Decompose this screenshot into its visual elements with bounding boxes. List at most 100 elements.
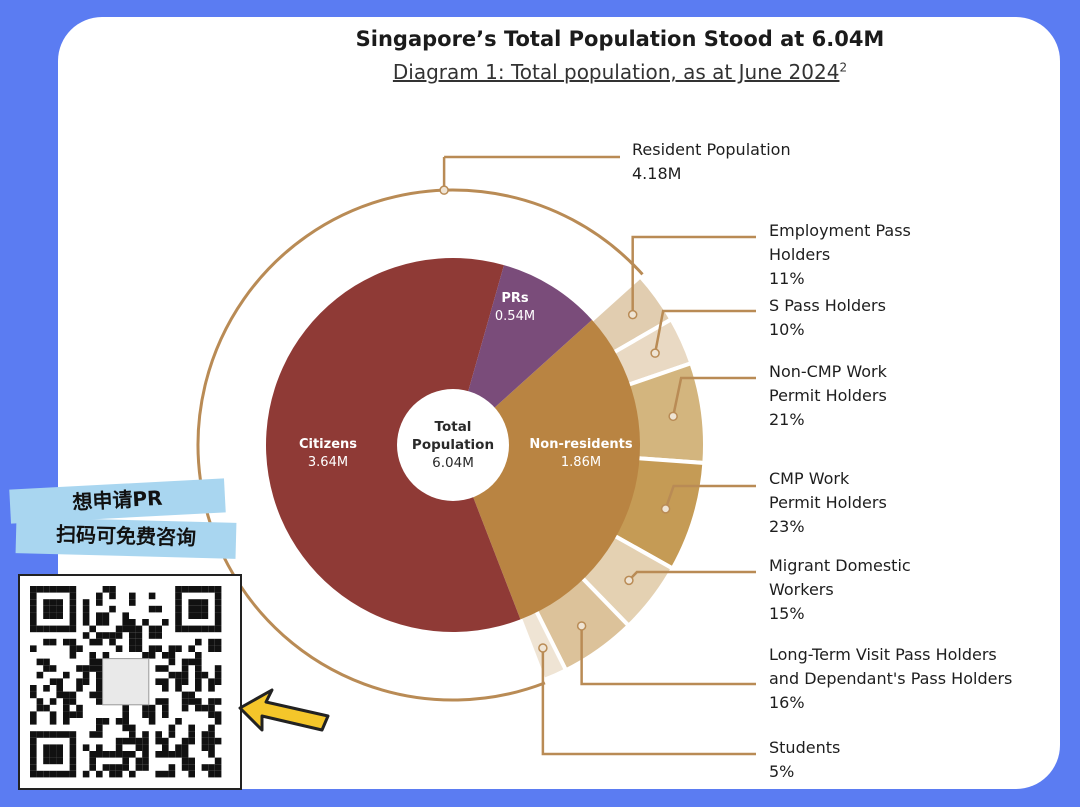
qr-module [30,711,37,718]
qr-module [49,638,57,646]
qr-module [76,645,83,652]
qr-module [162,704,169,712]
qr-module [30,731,37,738]
qr-module [188,605,195,613]
breakdown-percent: 23% [769,517,805,536]
breakdown-label: Long-Term Visit Pass Holders and Dependa… [769,643,1012,715]
qr-module [96,678,103,685]
slice-label-citizens: Citizens 3.64M [278,436,378,472]
qr-module [43,665,50,672]
qr-module [214,678,222,685]
breakdown-percent: 11% [769,269,805,288]
qr-module [122,724,129,732]
qr-module [96,658,103,666]
qr-module [142,764,149,771]
qr-module [162,711,169,718]
slice-value: 0.54M [494,309,536,324]
qr-module [96,619,103,626]
promo-tag-line2: 扫码可免费咨询 [15,517,237,559]
qr-module [129,619,136,626]
qr-module [56,625,63,633]
qr-module [175,625,182,633]
qr-module [56,757,63,765]
qr-module [214,638,222,646]
qr-module [201,704,209,712]
qr-module [129,770,136,778]
qr-module [56,751,63,758]
qr-module [188,731,195,738]
qr-module [208,770,215,778]
center-label-line2: Population [411,437,495,453]
qr-module [142,711,149,718]
qr-module [195,678,202,685]
qr-module [69,757,77,765]
qr-module [181,764,189,771]
qr-module [129,737,136,745]
qr-module [129,724,136,732]
qr-module [142,704,149,712]
qr-module [49,665,57,672]
qr-module [102,751,110,758]
qr-module [109,586,116,593]
qr-module [122,757,129,765]
qr-module [208,751,215,758]
qr-module [69,731,77,738]
qr-module [102,619,110,626]
qr-module [69,698,77,705]
qr-module [129,625,136,633]
qr-module [162,770,169,778]
qr-module [30,586,37,593]
qr-module [63,711,70,718]
qr-module [115,737,123,745]
qr-module [155,737,162,745]
center-label: Total Population 6.04M [397,418,509,472]
qr-module [63,625,70,633]
qr-module [69,612,77,619]
qr-module [129,645,136,652]
qr-module [76,704,83,712]
qr-module [102,764,110,771]
qr-module [148,704,156,712]
qr-module [195,605,202,613]
breakdown-percent: 21% [769,410,805,429]
breakdown-name-line: Holders [769,245,831,264]
qr-module [49,718,57,725]
qr-module [63,671,70,679]
breakdown-leader-dot [650,348,660,358]
qr-module [168,645,176,652]
breakdown-leader-dot [538,643,548,653]
qr-module [56,691,63,699]
qr-module [148,711,156,718]
qr-module [162,737,169,745]
qr-module [30,685,37,692]
qr-module [188,737,195,745]
qr-module [142,619,149,626]
qr-module [175,586,182,593]
qr-module [214,718,222,725]
qr-module [122,764,129,771]
qr-module [201,744,209,751]
qr-module [168,751,176,758]
qr-code[interactable] [18,574,242,790]
qr-module [168,724,176,732]
qr-module [69,737,77,745]
qr-module [96,599,103,606]
qr-module [168,770,176,778]
qr-module [43,751,50,758]
qr-module [30,691,37,699]
qr-module [30,625,37,633]
qr-module [188,770,195,778]
qr-module [69,744,77,751]
slice-citizens [266,257,521,633]
qr-module [201,671,209,679]
qr-module [96,770,103,778]
qr-module [43,770,50,778]
qr-module [142,744,149,751]
qr-module [195,652,202,659]
qr-module [181,586,189,593]
qr-module [214,737,222,745]
qr-module [214,625,222,633]
breakdown-leader-dot [668,411,678,422]
qr-module [122,625,129,633]
qr-module [208,731,215,738]
